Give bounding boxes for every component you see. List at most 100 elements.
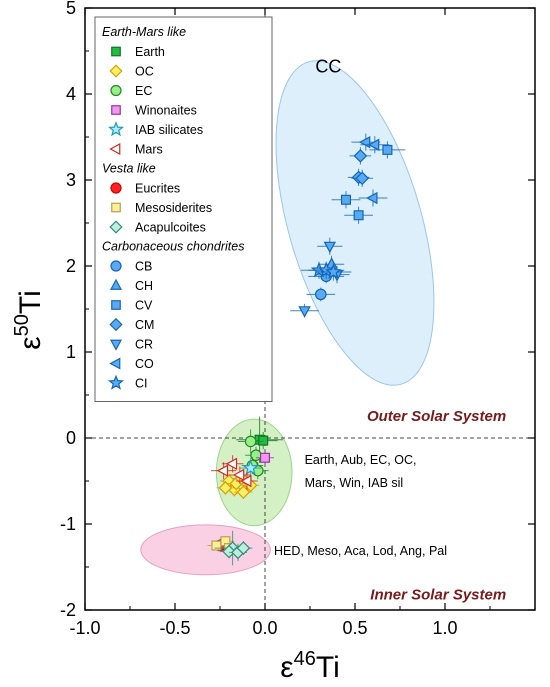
point-mesosiderites bbox=[211, 540, 222, 551]
point-winonaites bbox=[259, 452, 271, 463]
legend-marker-cb bbox=[110, 260, 122, 272]
point-mars bbox=[216, 464, 229, 477]
y-tick-label: 2 bbox=[66, 256, 76, 276]
legend-label: OC bbox=[135, 65, 154, 79]
y-tick-label: 3 bbox=[66, 170, 76, 190]
legend-marker-ch bbox=[109, 278, 123, 290]
x-tick-label: 1.0 bbox=[432, 618, 457, 638]
series-co bbox=[351, 133, 390, 207]
y-tick-label: -2 bbox=[60, 600, 76, 620]
point-cm bbox=[355, 171, 370, 186]
legend-label: CH bbox=[135, 279, 153, 293]
legend-marker-cr bbox=[109, 339, 123, 351]
legend-marker-cv bbox=[111, 300, 121, 310]
legend-group-header: Vesta like bbox=[102, 162, 156, 176]
legend-label: Acapulcoites bbox=[135, 221, 206, 235]
x-axis-label: ε46Ti bbox=[280, 648, 340, 684]
series-mars bbox=[211, 455, 258, 490]
annotation-cc: CC bbox=[315, 57, 341, 77]
legend-marker-winonaites bbox=[111, 105, 121, 115]
y-tick-label: -1 bbox=[60, 514, 76, 534]
legend-label: IAB silicates bbox=[135, 123, 203, 137]
axis-ticks: -1.0 -0.5 0.0 0.5 1.0 -2 -1 0 1 2 3 4 5 bbox=[60, 0, 535, 638]
series-oc bbox=[216, 471, 260, 500]
point-cv bbox=[382, 144, 393, 155]
point-mars bbox=[232, 468, 245, 482]
point-co bbox=[366, 191, 378, 205]
point-cm bbox=[353, 149, 368, 163]
y-axis-label: ε50Ti bbox=[11, 290, 47, 350]
legend-label: EC bbox=[135, 84, 152, 98]
point-acapulcoites bbox=[222, 544, 236, 559]
x-axis-label-suffix: Ti bbox=[316, 651, 340, 684]
annotations-layer: CC Outer Solar System Earth, Aub, EC, OC, M… bbox=[274, 57, 506, 604]
y-axis-label-base: ε bbox=[14, 336, 47, 349]
point-acapulcoites bbox=[236, 541, 251, 555]
point-cv bbox=[340, 194, 352, 205]
legend-group-header: Earth-Mars like bbox=[102, 25, 186, 39]
series-acapulcoites bbox=[214, 530, 253, 566]
annotation-mars-win-iab-sil: Mars, Win, IAB sil bbox=[305, 476, 404, 490]
point-cb bbox=[314, 288, 327, 301]
legend-label: CB bbox=[135, 260, 152, 274]
legend-marker-ec bbox=[110, 84, 122, 97]
y-tick-label: 4 bbox=[66, 84, 76, 104]
legend-label: Eucrites bbox=[135, 182, 180, 196]
annotation-earth-aub-ec-oc: Earth, Aub, EC, OC, bbox=[305, 453, 417, 467]
series-ci bbox=[301, 261, 352, 281]
legend-label: CO bbox=[135, 357, 154, 371]
legend-box bbox=[94, 16, 273, 402]
y-tick-label: 1 bbox=[66, 342, 76, 362]
point-earth bbox=[258, 435, 269, 446]
x-tick-label: -0.5 bbox=[159, 618, 190, 638]
point-mars bbox=[225, 457, 238, 471]
x-axis-label-base: ε bbox=[280, 651, 293, 684]
y-axis-label-suffix: Ti bbox=[14, 290, 47, 314]
legend-marker-mesosiderites bbox=[111, 202, 121, 213]
x-axis-label-sup: 46 bbox=[294, 648, 316, 670]
point-cr bbox=[323, 241, 337, 254]
annotation-outer-solar-system: Outer Solar System bbox=[367, 408, 506, 425]
x-tick-label: 0.0 bbox=[252, 618, 277, 638]
point-ec bbox=[244, 435, 257, 448]
point-iab-silicates bbox=[242, 459, 259, 476]
annotation-inner-solar-system: Inner Solar System bbox=[370, 587, 506, 604]
legend-label: CV bbox=[135, 299, 153, 313]
legend-label: CI bbox=[135, 377, 148, 391]
series-winonaites bbox=[256, 449, 274, 467]
point-cr bbox=[298, 306, 311, 318]
y-axis-label-sup: 50 bbox=[11, 314, 33, 336]
legend-label: Mesosiderites bbox=[135, 201, 212, 215]
legend-marker-mars bbox=[109, 142, 121, 156]
point-ci bbox=[325, 263, 342, 280]
point-mars bbox=[240, 474, 252, 488]
points-layer bbox=[207, 133, 406, 566]
legend-label: Mars bbox=[135, 143, 163, 157]
point-oc bbox=[218, 481, 233, 495]
point-co bbox=[367, 138, 380, 151]
series-cm bbox=[347, 147, 373, 187]
point-oc bbox=[236, 485, 251, 500]
legend: Earth-Mars like Earth OC EC Winonaites IAB si… bbox=[94, 16, 273, 402]
legend-marker-oc bbox=[109, 64, 123, 78]
point-cv bbox=[353, 210, 364, 221]
legend-marker-eucrites bbox=[110, 182, 122, 194]
x-tick-label: 0.5 bbox=[342, 618, 367, 638]
legend-group-header: Carbonaceous chondrites bbox=[102, 240, 244, 254]
legend-marker-ci bbox=[108, 374, 124, 390]
legend-label: Winonaites bbox=[135, 104, 197, 118]
legend-marker-acapulcoites bbox=[109, 220, 123, 234]
legend-marker-co bbox=[109, 357, 121, 370]
legend-marker-cm bbox=[109, 317, 123, 332]
series-cr bbox=[290, 237, 350, 318]
annotation-hed-meso-aca-lod-ang-pal: HED, Meso, Aca, Lod, Ang, Pal bbox=[274, 544, 447, 558]
legend-marker-earth bbox=[111, 46, 121, 57]
legend-label: Earth bbox=[135, 45, 165, 59]
legend-label: CR bbox=[135, 338, 153, 352]
legend-marker-iab-silicates bbox=[108, 121, 124, 137]
y-tick-label: 5 bbox=[66, 0, 76, 18]
x-tick-label: -1.0 bbox=[69, 618, 100, 638]
y-tick-label: 0 bbox=[66, 428, 76, 448]
region-vesta bbox=[140, 524, 271, 576]
